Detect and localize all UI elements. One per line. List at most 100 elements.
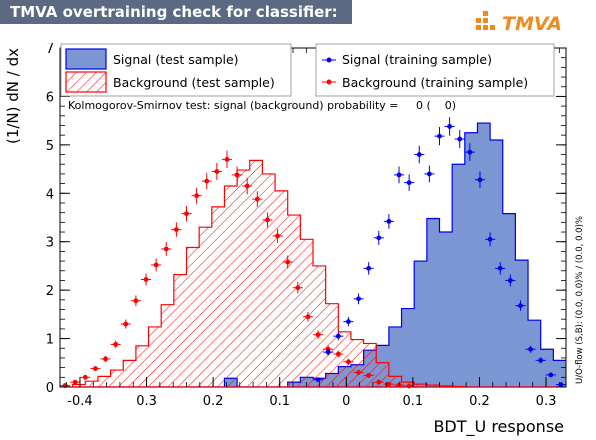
legend-background-train-label: Background (training sample) (342, 75, 528, 90)
signal-train-point-marker (325, 349, 331, 355)
y-tick-label: 2 (46, 284, 54, 299)
signal-train-point-marker (406, 180, 412, 186)
background-train-point (262, 212, 273, 228)
background-train-point (151, 258, 162, 272)
background-train-point (373, 379, 384, 385)
y-axis-label: (1/N) dN / dx (4, 48, 22, 144)
legend-signal-test-label: Signal (test sample) (113, 52, 239, 67)
legend-background-test-label: Background (test sample) (113, 75, 275, 90)
background-train-point-marker (275, 233, 280, 239)
ks-test-text: Kolmogorov-Smirnov test: signal (backgro… (68, 99, 456, 112)
background-train-point-marker (265, 217, 270, 223)
background-train-point-marker (295, 285, 301, 291)
background-test-histogram (60, 159, 566, 387)
background-train-point (201, 172, 212, 190)
signal-train-point (495, 262, 506, 275)
background-train-point (313, 330, 324, 339)
signal-train-point-marker (315, 377, 321, 383)
signal-train-point-marker (467, 149, 473, 155)
background-train-point-marker (366, 372, 372, 378)
background-train-point (232, 166, 243, 184)
signal-train-point-marker (335, 333, 341, 339)
legend-signal-test-swatch (65, 48, 107, 70)
background-train-point-marker (244, 183, 250, 189)
x-tick-label: 0 (342, 394, 350, 409)
background-train-point (242, 177, 253, 195)
background-train-point (140, 273, 152, 286)
background-train-point (171, 222, 182, 237)
background-train-point (383, 381, 394, 387)
signal-train-point (323, 348, 334, 356)
legend-box-train (315, 43, 555, 97)
background-train-point (393, 382, 405, 388)
background-train-point-marker (214, 169, 220, 174)
plot-title: TMVA overtraining check for classifier: … (0, 0, 352, 45)
signal-train-point (474, 171, 486, 189)
background-train-point (343, 358, 354, 365)
legend-signal-train-label: Signal (training sample) (342, 52, 492, 67)
signal-train-point (545, 372, 556, 378)
signal-train-point (373, 230, 384, 245)
background-train-point (211, 163, 222, 180)
signal-train-point-marker (528, 346, 533, 352)
tmva-logo-icon (476, 11, 495, 30)
signal-train-point-marker (437, 133, 442, 139)
legend-signal-train-marker (322, 57, 336, 63)
background-train-point-marker (224, 156, 230, 162)
background-train-point-marker (356, 370, 361, 375)
signal-train-point (363, 262, 374, 275)
tmva-logo: TMVA (476, 11, 562, 35)
y-tick-label: 3 (46, 236, 54, 251)
background-train-point (70, 379, 81, 385)
background-train-point-marker (123, 321, 129, 327)
background-train-point (252, 191, 263, 207)
background-train-point-marker (153, 262, 159, 268)
background-train-point (221, 150, 233, 169)
background-train-point-marker (72, 379, 78, 385)
signal-train-point-marker (346, 319, 351, 325)
signal-train-point-marker (366, 265, 372, 271)
legend-background-train-marker (322, 79, 336, 85)
background-train-point (100, 355, 111, 362)
background-train-point-marker (346, 359, 351, 365)
background-train-point-marker (285, 259, 291, 265)
y-tick-label: 6 (46, 90, 54, 105)
background-train-point-marker (315, 332, 321, 338)
tmva-logo-text: TMVA (502, 13, 562, 35)
signal-train-point-marker (477, 177, 483, 183)
signal-train-point-marker (457, 136, 463, 142)
signal-train-point (383, 213, 394, 229)
background-train-point (282, 255, 293, 269)
signal-train-point (525, 345, 536, 353)
background-train-point (333, 350, 344, 358)
background-train-point (130, 295, 141, 307)
signal-train-point-marker (548, 372, 554, 378)
background-train-point-marker (396, 382, 402, 388)
x-tick-label: -0.4 (67, 394, 92, 409)
signal-train-point (485, 232, 496, 247)
background-train-point-marker (204, 178, 210, 184)
background-train-point-marker (194, 193, 200, 199)
signal-train-point (505, 274, 516, 287)
background-train-point (292, 281, 303, 294)
signal-train-point-marker (518, 303, 523, 309)
y-tick-label: 1 (46, 333, 54, 348)
background-train-point-marker (173, 227, 179, 233)
x-tick-label: 0.3 (536, 394, 557, 409)
signal-train-point-marker (386, 218, 392, 224)
signal-train-point-marker (356, 296, 361, 302)
y-tick-label: 5 (46, 139, 54, 154)
background-train-point-marker (163, 246, 169, 252)
signal-train-point (515, 300, 526, 311)
signal-train-point-marker (538, 357, 544, 363)
signal-train-point (343, 316, 354, 327)
x-axis-label: BDT_U response (433, 417, 564, 437)
background-train-point-marker (376, 379, 382, 385)
y-tick-label: 4 (46, 187, 54, 202)
signal-train-point (404, 174, 415, 191)
signal-train-point (313, 377, 324, 383)
x-tick-label: 0.2 (203, 394, 224, 409)
signal-train-point (444, 117, 455, 136)
x-tick-label: 0.3 (136, 394, 157, 409)
